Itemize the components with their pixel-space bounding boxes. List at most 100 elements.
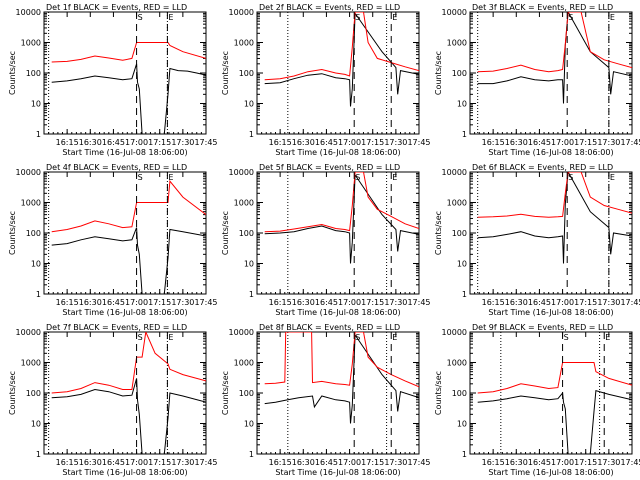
x-tick-label: 17:45 [620, 138, 640, 147]
x-tick-label: 17:45 [194, 138, 217, 147]
x-tick-label: 17:00 [125, 298, 148, 307]
y-tick-label: 1 [249, 290, 254, 299]
flare-marker-label: E [168, 173, 173, 182]
flare-marker-label: S [355, 333, 360, 342]
y-tick-label: 1000 [447, 359, 467, 368]
x-tick-label: 16:30 [505, 298, 528, 307]
events-series-line [51, 227, 206, 294]
x-tick-label: 16:45 [528, 138, 551, 147]
flare-marker-label: S [564, 333, 569, 342]
x-tick-label: 17:30 [384, 138, 407, 147]
x-tick-label: 17:15 [148, 138, 171, 147]
events-series-line [264, 12, 419, 107]
y-tick-label: 10000 [229, 8, 254, 17]
x-tick-label: 17:15 [361, 138, 384, 147]
y-tick-label: 10000 [442, 168, 467, 177]
y-tick-label: 10 [457, 100, 467, 109]
plot-frame [43, 331, 207, 455]
x-tick-label: 16:45 [528, 458, 551, 467]
flare-marker-label: E [168, 13, 173, 22]
y-tick-label: 10 [31, 100, 41, 109]
x-axis-label: Start Time (16-Jul-08 18:06:00) [62, 148, 187, 157]
x-tick-label: 16:30 [292, 138, 315, 147]
y-tick-label: 100 [239, 389, 254, 398]
panel-title: Det 1f BLACK = Events, RED = LLD [46, 3, 187, 12]
events-series-line [51, 63, 206, 134]
y-axis-label: Counts/sec [434, 371, 443, 415]
y-axis-label: Counts/sec [8, 211, 17, 255]
flare-marker-label: S [355, 13, 360, 22]
x-tick-label: 16:15 [56, 298, 79, 307]
x-tick-label: 17:15 [574, 458, 597, 467]
x-tick-label: 16:45 [528, 298, 551, 307]
y-tick-label: 1000 [21, 199, 41, 208]
x-tick-label: 17:30 [171, 298, 194, 307]
y-tick-label: 100 [26, 69, 41, 78]
x-tick-label: 16:30 [79, 458, 102, 467]
x-tick-label: 16:30 [505, 458, 528, 467]
x-tick-label: 17:00 [551, 138, 574, 147]
flare-marker-label: S [568, 173, 573, 182]
panel-title: Det 2f BLACK = Events, RED = LLD [259, 3, 400, 12]
x-axis-label: Start Time (16-Jul-08 18:06:00) [62, 468, 187, 477]
x-tick-label: 16:15 [56, 458, 79, 467]
panel-title: Det 8f BLACK = Events, RED = LLD [259, 323, 400, 332]
flare-marker-label: E [610, 13, 615, 22]
detector-panel-2: Det 2f BLACK = Events, RED = LLD 1 10 100 10… [221, 3, 431, 157]
x-axis-label: Start Time (16-Jul-08 18:06:00) [488, 468, 613, 477]
x-tick-label: 16:30 [79, 298, 102, 307]
x-tick-label: 17:00 [338, 138, 361, 147]
series-group [51, 332, 206, 454]
y-tick-label: 10000 [229, 328, 254, 337]
x-tick-label: 16:45 [315, 298, 338, 307]
y-tick-label: 10000 [16, 168, 41, 177]
x-tick-label: 17:15 [148, 458, 171, 467]
series-group [51, 179, 206, 294]
y-tick-label: 1 [36, 130, 41, 139]
x-tick-label: 17:30 [171, 458, 194, 467]
y-axis-label: Counts/sec [434, 51, 443, 95]
y-tick-label: 10000 [16, 328, 41, 337]
x-tick-label: 17:15 [361, 298, 384, 307]
panel-title: Det 6f BLACK = Events, RED = LLD [472, 163, 613, 172]
series-group [477, 172, 632, 264]
y-tick-label: 10 [31, 260, 41, 269]
flare-marker-label: E [392, 333, 397, 342]
detector-panel-6: Det 6f BLACK = Events, RED = LLD 1 10 100 10… [434, 163, 640, 317]
x-axis-label: Start Time (16-Jul-08 18:06:00) [488, 308, 613, 317]
flare-marker-label: E [605, 333, 610, 342]
panel-title: Det 9f BLACK = Events, RED = LLD [472, 323, 613, 332]
x-tick-label: 16:15 [56, 138, 79, 147]
x-tick-label: 16:15 [482, 458, 505, 467]
x-tick-label: 17:00 [338, 458, 361, 467]
lld-series-line [51, 179, 206, 233]
x-tick-label: 16:15 [269, 138, 292, 147]
x-tick-label: 16:30 [79, 138, 102, 147]
y-tick-label: 1 [462, 450, 467, 459]
x-axis-label: Start Time (16-Jul-08 18:06:00) [275, 148, 400, 157]
detector-panel-1: Det 1f BLACK = Events, RED = LLD 1 10 100 10… [8, 3, 218, 157]
y-axis-label: Counts/sec [221, 51, 230, 95]
events-series-line [51, 378, 206, 454]
x-tick-label: 17:45 [620, 458, 640, 467]
x-tick-label: 16:30 [505, 138, 528, 147]
y-tick-label: 1 [249, 450, 254, 459]
x-tick-label: 17:45 [407, 298, 430, 307]
x-axis-label: Start Time (16-Jul-08 18:06:00) [488, 148, 613, 157]
y-tick-label: 10000 [16, 8, 41, 17]
series-group [51, 42, 206, 134]
y-tick-label: 10 [31, 420, 41, 429]
x-tick-label: 17:30 [597, 138, 620, 147]
plot-frame [43, 171, 207, 295]
y-tick-label: 1 [36, 290, 41, 299]
x-tick-label: 17:30 [597, 298, 620, 307]
x-tick-label: 17:00 [125, 138, 148, 147]
y-tick-label: 1 [462, 290, 467, 299]
y-tick-label: 100 [26, 229, 41, 238]
flare-marker-label: E [610, 173, 615, 182]
x-axis-label: Start Time (16-Jul-08 18:06:00) [275, 308, 400, 317]
x-tick-label: 16:45 [315, 458, 338, 467]
x-tick-label: 17:15 [361, 458, 384, 467]
y-axis-label: Counts/sec [434, 211, 443, 255]
